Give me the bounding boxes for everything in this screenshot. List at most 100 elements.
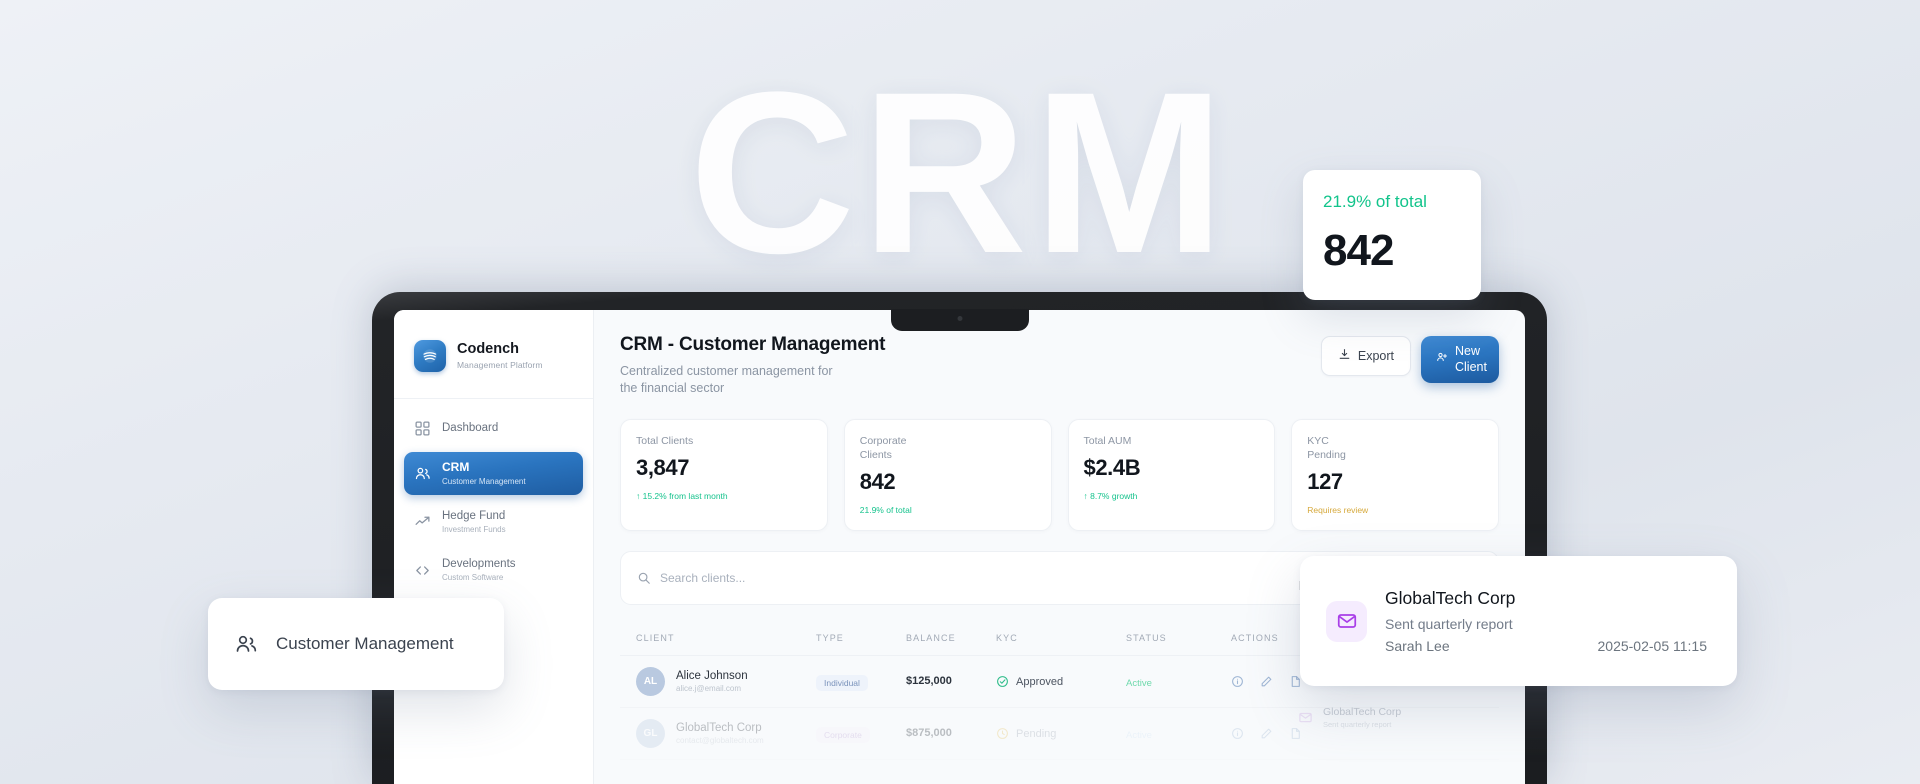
activity-meta: Sarah Lee 2025-02-05 11:15 [1385, 638, 1707, 654]
activity-author: Sarah Lee [1385, 638, 1450, 654]
stat-card-total-aum: Total AUM $2.4B ↑ 8.7% growth [1067, 418, 1276, 532]
type-badge: Individual [816, 674, 868, 691]
search-box[interactable] [637, 571, 1438, 586]
export-button[interactable]: Export [1320, 336, 1411, 376]
table-row[interactable]: GL GlobalTech Corp contact@globaltech.co… [620, 708, 1499, 761]
balance-cell: $875,000 [906, 727, 952, 740]
avatar: GL [636, 719, 665, 749]
client-name: GlobalTech Corp [676, 722, 762, 735]
status-badge: Active [1126, 677, 1152, 689]
activity-body: GlobalTech Corp Sent quarterly report Sa… [1385, 588, 1707, 654]
edit-icon[interactable] [1260, 675, 1273, 688]
sidebar-item-dashboard[interactable]: Dashboard [404, 411, 583, 446]
table-body: AL Alice Johnson alice.j@email.com Indiv… [620, 656, 1499, 761]
new-client-button-label: New Client [1455, 344, 1487, 374]
search-icon [637, 571, 651, 585]
avatar: AL [636, 667, 665, 697]
activity-item-sub: Sent quarterly report [1323, 720, 1392, 729]
floating-activity-card[interactable]: GlobalTech Corp Sent quarterly report Sa… [1300, 556, 1737, 686]
user-plus-icon [1436, 351, 1448, 368]
sidebar-item-sublabel: Custom Software [442, 573, 504, 583]
table-header-row: CLIENT TYPE BALANCE KYC STATUS ACTIONS [620, 623, 1499, 657]
sidebar-item-developments[interactable]: Developments Custom Software [404, 549, 583, 591]
brand-name: Codench [457, 340, 520, 357]
stat-delta: 21.9% of total [859, 505, 912, 516]
clock-icon [996, 727, 1009, 740]
check-circle-icon [996, 675, 1009, 688]
activity-list-item: GlobalTech Corp Sent quarterly report [1298, 706, 1401, 729]
client-cell: AL Alice Johnson alice.j@email.com [636, 667, 816, 697]
page-description: Centralized customer management for the … [620, 364, 833, 395]
kyc-cell: Pending [996, 727, 1126, 740]
status-badge: Active [1126, 729, 1152, 741]
activity-description: Sent quarterly report [1385, 616, 1513, 632]
sidebar-item-label: Developments [442, 558, 516, 571]
stat-value: 127 [1307, 469, 1343, 495]
stat-cards: Total Clients 3,847 ↑ 15.2% from last mo… [620, 418, 1499, 532]
users-icon [414, 465, 431, 482]
document-icon[interactable] [1289, 675, 1302, 688]
sidebar-item-hedge-fund[interactable]: Hedge Fund Investment Funds [404, 501, 583, 543]
sidebar-item-label: Hedge Fund [442, 509, 506, 522]
edit-icon[interactable] [1260, 727, 1273, 740]
status-cell: Active [1126, 725, 1231, 743]
stat-card-total-clients: Total Clients 3,847 ↑ 15.2% from last mo… [620, 418, 828, 532]
sidebar: Codench Management Platform [394, 310, 594, 784]
sidebar-item-label: CRM [442, 460, 470, 474]
type-cell: Individual [816, 673, 906, 691]
page-title: CRM - Customer Management [620, 334, 886, 355]
type-badge: Corporate [816, 726, 870, 743]
floating-kpi-percent: 21.9% of total [1323, 192, 1427, 211]
balance-cell: $125,000 [906, 675, 952, 688]
kyc-cell: Approved [996, 675, 1126, 688]
column-header-client: CLIENT [636, 633, 675, 644]
brand: Codench Management Platform [394, 310, 593, 399]
sidebar-item-sublabel: Investment Funds [442, 525, 506, 535]
client-email: alice.j@email.com [676, 684, 742, 694]
info-icon[interactable] [1231, 675, 1244, 688]
download-icon [1338, 348, 1351, 364]
stat-delta: Requires review [1307, 505, 1369, 516]
stat-value: $2.4B [1083, 454, 1141, 480]
client-email: contact@globaltech.com [676, 736, 764, 746]
activity-title: GlobalTech Corp [1385, 588, 1516, 608]
kyc-label: Pending [1016, 727, 1057, 740]
trending-up-icon [414, 513, 431, 530]
activity-item-title: GlobalTech Corp [1323, 706, 1402, 718]
column-header-actions: ACTIONS [1231, 633, 1279, 644]
status-cell: Active [1126, 673, 1231, 691]
client-name: Alice Johnson [676, 670, 748, 683]
stat-label: KYC Pending [1307, 434, 1346, 461]
floating-pill-label: Customer Management [276, 634, 454, 653]
search-input[interactable] [660, 571, 1438, 586]
activity-timestamp: 2025-02-05 11:15 [1597, 638, 1708, 654]
client-cell: GL GlobalTech Corp contact@globaltech.co… [636, 719, 816, 749]
background-wordmark: CRM [689, 44, 1231, 301]
column-header-kyc: KYC [996, 633, 1018, 644]
actions-cell [1231, 727, 1483, 740]
info-icon[interactable] [1231, 727, 1244, 740]
stat-label: Total AUM [1083, 434, 1132, 447]
users-icon [234, 632, 258, 656]
brand-subtitle: Management Platform [457, 360, 543, 371]
type-cell: Corporate [816, 725, 906, 743]
app-screen: Codench Management Platform [394, 310, 1525, 784]
floating-customer-management-pill[interactable]: Customer Management [208, 598, 504, 690]
header-actions: Export New Client [1320, 334, 1499, 384]
actions-cell [1231, 675, 1483, 688]
table-row[interactable]: AL Alice Johnson alice.j@email.com Indiv… [620, 656, 1499, 709]
column-header-status: STATUS [1126, 633, 1167, 644]
sidebar-item-sublabel: Customer Management [442, 476, 526, 486]
grid-icon [414, 420, 431, 437]
stat-card-corporate-clients: Corporate Clients 842 21.9% of total [843, 418, 1052, 532]
new-client-button[interactable]: New Client [1421, 336, 1499, 384]
stat-card-kyc-pending: KYC Pending 127 Requires review [1291, 418, 1499, 532]
document-icon[interactable] [1289, 727, 1302, 740]
column-header-type: TYPE [816, 633, 844, 644]
kyc-label: Approved [1016, 675, 1064, 688]
page-header: CRM - Customer Management Centralized cu… [620, 334, 1499, 397]
sidebar-item-crm[interactable]: CRM Customer Management [404, 452, 583, 495]
laptop-notch [890, 309, 1029, 331]
clients-table: CLIENT TYPE BALANCE KYC STATUS ACTIONS A… [620, 623, 1499, 761]
stat-label: Corporate Clients [859, 434, 907, 461]
